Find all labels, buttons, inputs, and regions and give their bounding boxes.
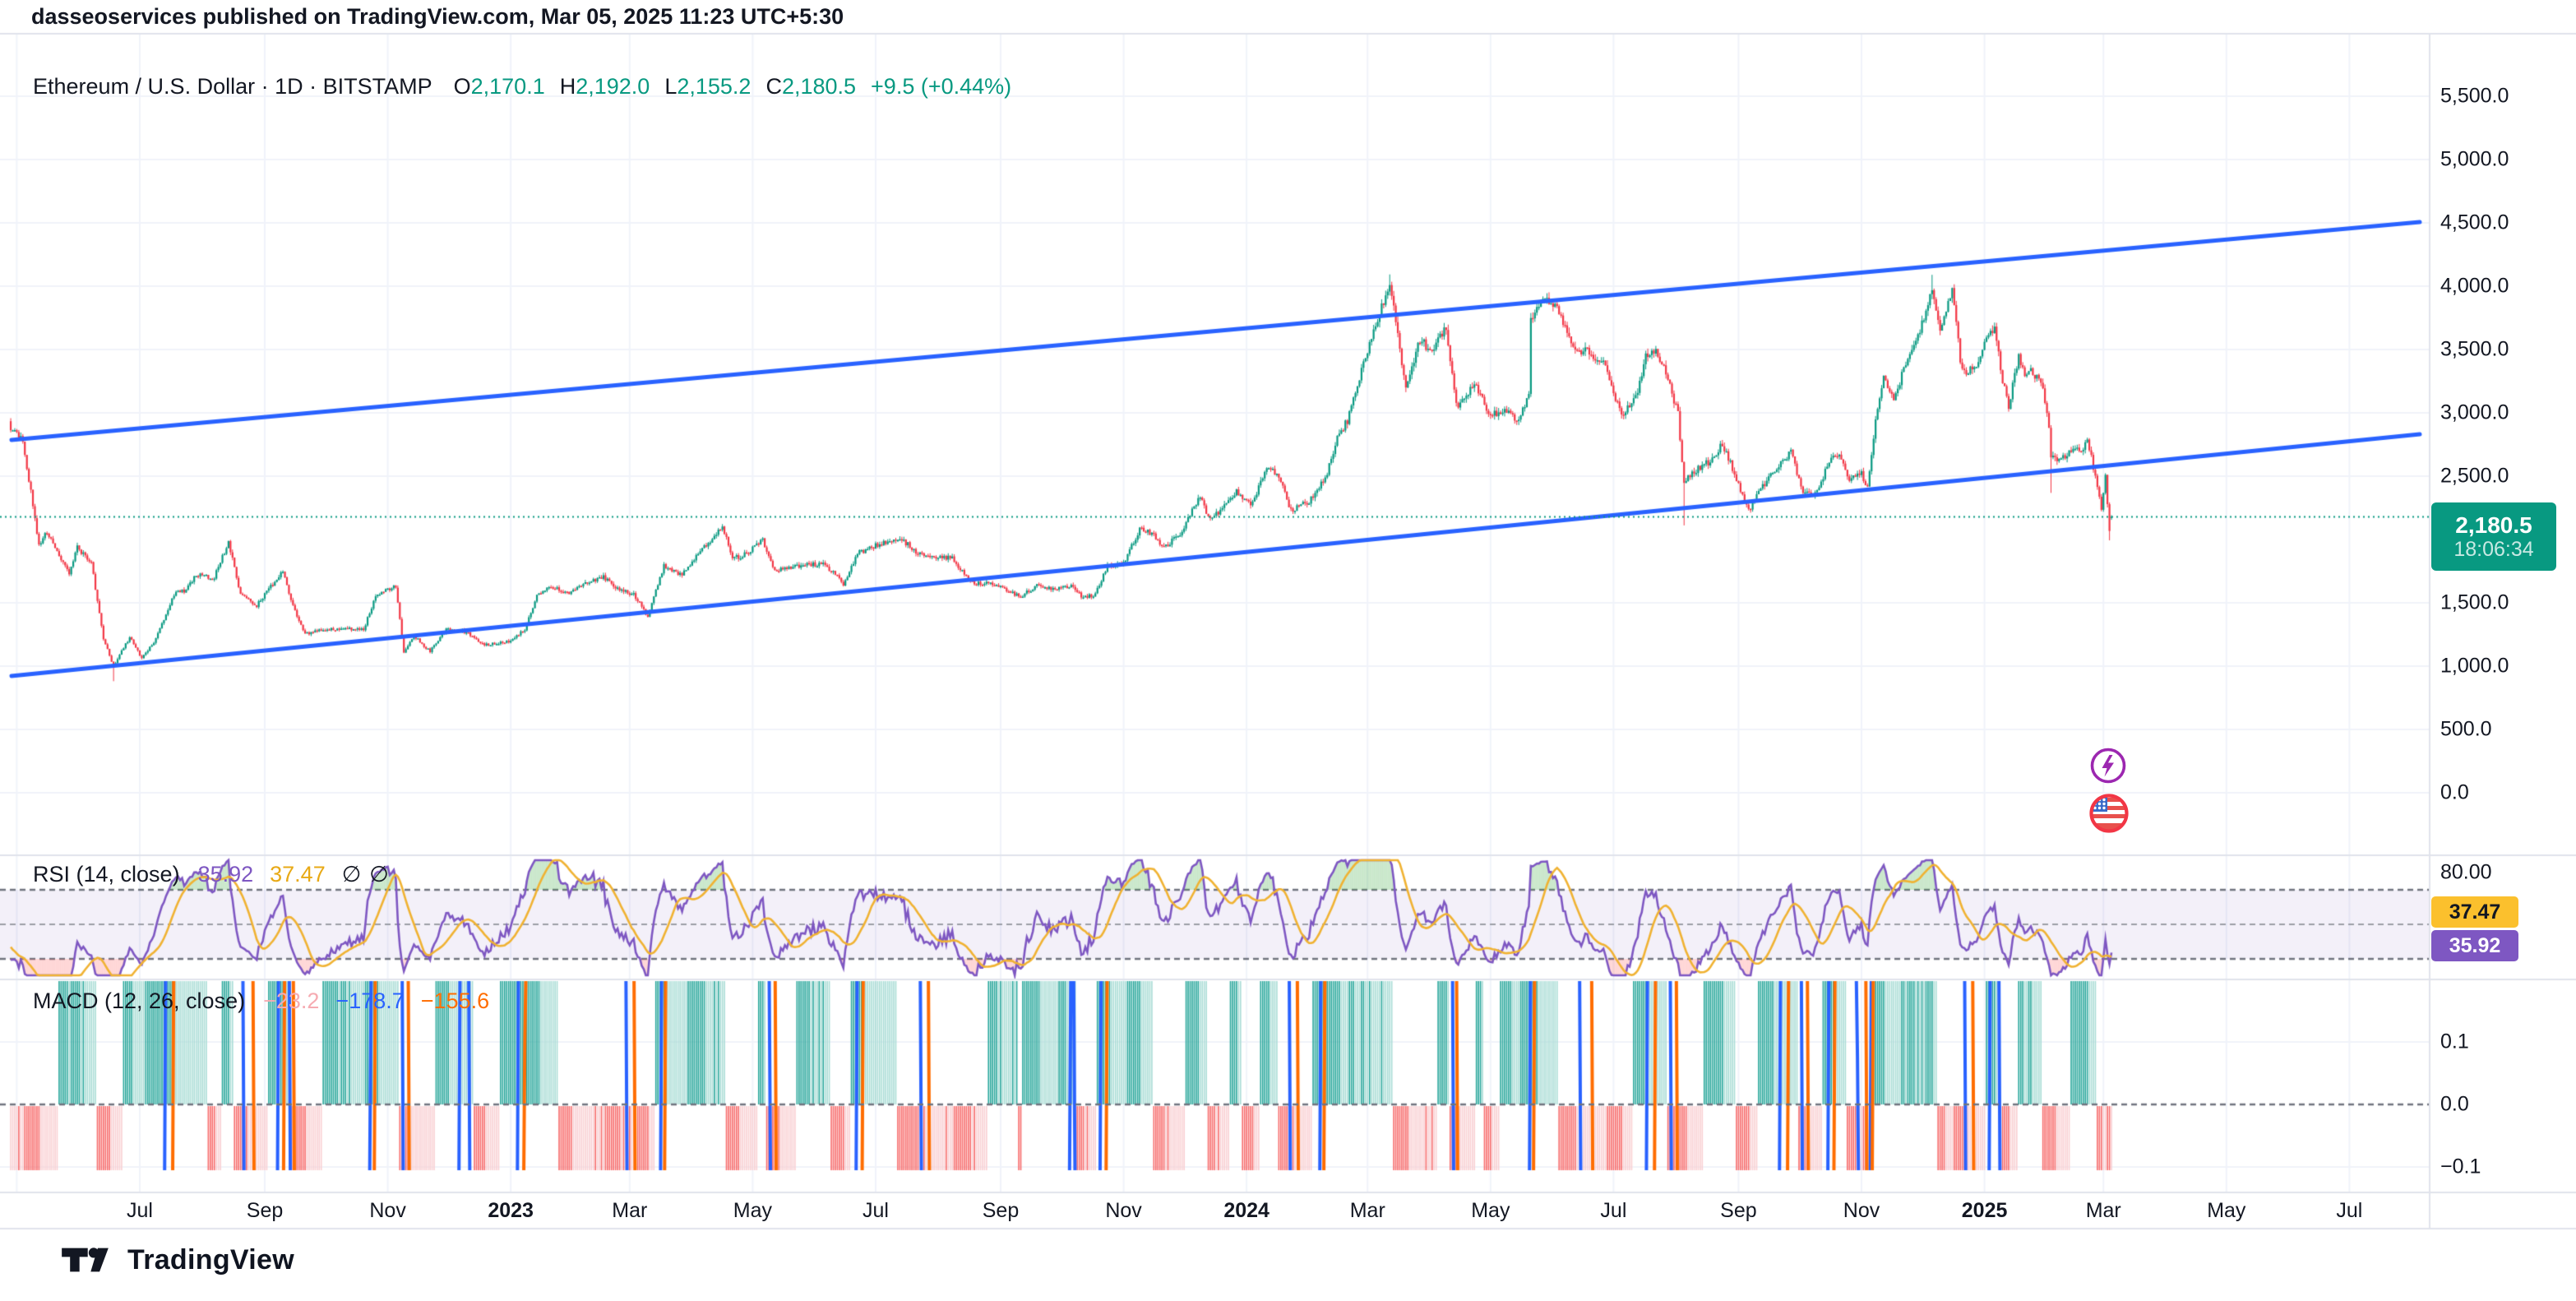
time-tick-label: Sep [246, 1199, 284, 1222]
time-tick-label: Jul [862, 1199, 889, 1222]
price-tick-label: 5,000.0 [2440, 147, 2509, 171]
time-tick-label: 2025 [1961, 1199, 2008, 1222]
time-tick-label: 2024 [1223, 1199, 1270, 1222]
rsi-value-badge: 37.47 [2431, 896, 2518, 928]
time-tick-label: Jul [127, 1199, 153, 1222]
rsi-value: 35.92 [197, 862, 254, 887]
rsi-label: RSI (14, close) [33, 862, 180, 887]
current-price: 2,180.5 [2455, 512, 2532, 538]
rsi-empty-2: ∅ [369, 862, 389, 887]
macd-tick-label: 0.1 [2440, 1030, 2469, 1053]
time-tick-label: Mar [2085, 1199, 2121, 1222]
rsi-value-badge: 35.92 [2431, 930, 2518, 961]
rsi-ma-value: 37.47 [270, 862, 326, 887]
macd-tick-label: −0.1 [2440, 1155, 2481, 1178]
rsi-tick-label: 80.00 [2440, 860, 2492, 884]
lightning-bolt-icon [2102, 755, 2114, 777]
price-tick-label: 4,500.0 [2440, 211, 2509, 234]
symbol-legend[interactable]: Ethereum / U.S. Dollar · 1D · BITSTAMP O… [33, 74, 1026, 100]
time-tick-label: Nov [369, 1199, 406, 1222]
macd-line-value: −178.7 [335, 988, 405, 1013]
bar-countdown: 18:06:34 [2453, 538, 2534, 562]
ohlc-low: L2,155.2 [664, 74, 752, 99]
time-tick-label: May [2207, 1199, 2246, 1222]
rsi-empty-1: ∅ [341, 862, 362, 887]
brand-text: TradingView [127, 1243, 294, 1276]
time-tick-label: May [1471, 1199, 1510, 1222]
us-flag-icon[interactable] [2088, 792, 2130, 835]
time-tick-label: 2023 [488, 1199, 534, 1222]
time-tick-label: Mar [612, 1199, 648, 1222]
price-tick-label: 3,000.0 [2440, 400, 2509, 424]
price-tick-label: 0.0 [2440, 780, 2469, 804]
macd-legend[interactable]: MACD (12, 26, close) −23.2 −178.7 −155.6 [33, 988, 506, 1014]
price-tick-label: 1,500.0 [2440, 590, 2509, 614]
time-tick-label: Jul [2336, 1199, 2363, 1222]
flash-event-icon[interactable] [2089, 747, 2127, 785]
ohlc-high: H2,192.0 [559, 74, 650, 99]
time-tick-label: May [733, 1199, 773, 1222]
rsi-legend[interactable]: RSI (14, close) 35.92 37.47 ∅ ∅ [33, 862, 405, 887]
tradingview-logo-icon [62, 1248, 109, 1272]
price-tick-label: 3,500.0 [2440, 337, 2509, 361]
time-tick-label: Sep [1720, 1199, 1757, 1222]
macd-signal-value: −155.6 [420, 988, 490, 1013]
ohlc-close: C2,180.5 [765, 74, 857, 99]
macd-tick-label: 0.0 [2440, 1092, 2469, 1116]
time-tick-label: Nov [1105, 1199, 1142, 1222]
time-tick-label: Jul [1600, 1199, 1627, 1222]
price-tick-label: 1,000.0 [2440, 654, 2509, 678]
price-tick-label: 4,000.0 [2440, 274, 2509, 298]
publish-header: dasseoservices published on TradingView.… [31, 3, 844, 29]
macd-hist-value: −23.2 [263, 988, 320, 1013]
macd-label: MACD (12, 26, close) [33, 988, 246, 1013]
ohlc-open: O2,170.1 [453, 74, 545, 99]
time-tick-label: Nov [1843, 1199, 1880, 1222]
change-value: +9.5 (+0.44%) [871, 74, 1012, 99]
price-tick-label: 500.0 [2440, 717, 2492, 741]
price-tick-label: 2,500.0 [2440, 464, 2509, 488]
price-tick-label: 5,500.0 [2440, 84, 2509, 108]
tradingview-brand[interactable]: TradingView [60, 1240, 294, 1280]
symbol-title: Ethereum / U.S. Dollar · 1D · BITSTAMP [33, 74, 432, 99]
current-price-badge: 2,180.5 18:06:34 [2431, 502, 2556, 571]
time-tick-label: Sep [982, 1199, 1020, 1222]
time-tick-label: Mar [1349, 1199, 1385, 1222]
